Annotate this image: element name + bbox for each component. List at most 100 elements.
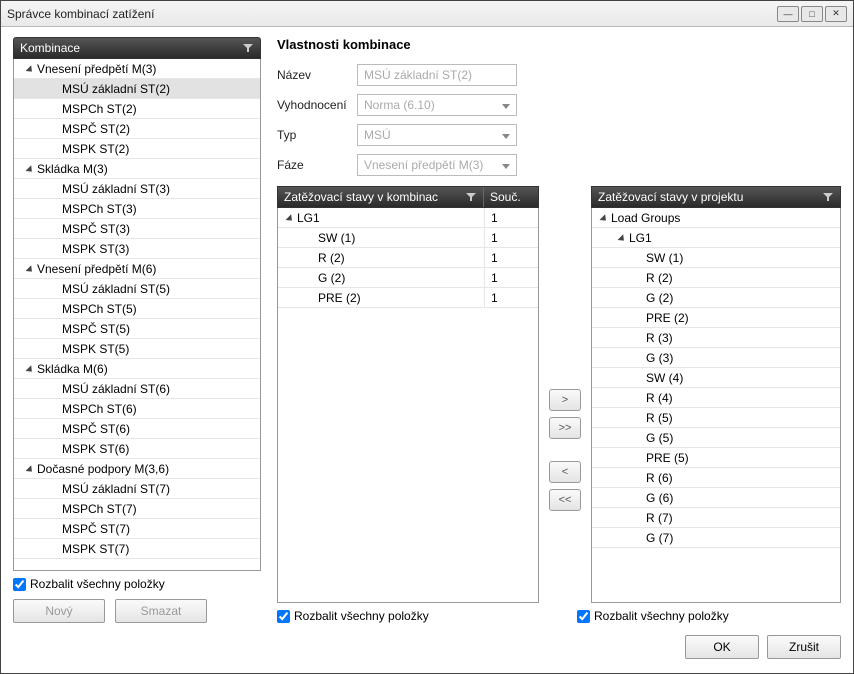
table-row[interactable]: G (2)1 [278,268,538,288]
move-right-all-button[interactable]: >> [549,417,581,439]
table-row[interactable]: R (5) [592,408,840,428]
combination-states-table[interactable]: LG11SW (1)1R (2)1G (2)1PRE (2)1 [277,208,539,603]
table-row[interactable]: R (3) [592,328,840,348]
table-row[interactable]: R (6) [592,468,840,488]
type-label: Typ [277,128,357,142]
filter-icon[interactable] [822,191,834,203]
expander-icon[interactable] [600,214,609,223]
tree-item[interactable]: MSÚ základní ST(7) [14,479,260,499]
name-input[interactable]: MSÚ základní ST(2) [357,64,517,86]
left-panel-buttons: Nový Smazat [13,599,261,623]
expand-all-checkbox-combo[interactable]: Rozbalit všechny položky [277,609,577,623]
tree-item[interactable]: MSÚ základní ST(6) [14,379,260,399]
filter-icon[interactable] [465,191,477,203]
combinations-tree[interactable]: Vnesení předpětí M(3) MSÚ základní ST(2) M… [13,59,261,571]
table-row[interactable]: SW (4) [592,368,840,388]
table-row[interactable]: LG11 [278,208,538,228]
move-left-all-button[interactable]: << [549,489,581,511]
expand-all-checkbox-project[interactable]: Rozbalit všechny položky [577,609,729,623]
project-states-table[interactable]: Load GroupsLG1SW (1)R (2)G (2)PRE (2)R (… [591,208,841,603]
tree-item[interactable]: MSPČ ST(3) [14,219,260,239]
tree-item[interactable]: Vnesení předpětí M(3) [14,59,260,79]
tree-item[interactable]: Vnesení předpětí M(6) [14,259,260,279]
evaluation-select[interactable]: Norma (6.10) [357,94,517,116]
tree-item[interactable]: Skládka M(6) [14,359,260,379]
name-label: Název [277,68,357,82]
tree-item[interactable]: MSÚ základní ST(5) [14,279,260,299]
expander-icon[interactable] [26,165,35,174]
coefficient-cell: 1 [484,228,538,247]
tree-item[interactable]: MSÚ základní ST(2) [14,79,260,99]
cancel-button[interactable]: Zrušit [767,635,841,659]
tree-item-label: MSÚ základní ST(5) [62,282,170,296]
table-row[interactable]: Load Groups [592,208,840,228]
tree-item[interactable]: MSPCh ST(7) [14,499,260,519]
tree-item[interactable]: MSPCh ST(3) [14,199,260,219]
tree-item-label: Vnesení předpětí M(6) [37,262,156,276]
tree-item[interactable]: Skládka M(3) [14,159,260,179]
table-row[interactable]: R (2)1 [278,248,538,268]
tree-item[interactable]: MSPK ST(5) [14,339,260,359]
delete-button[interactable]: Smazat [115,599,207,623]
ok-button[interactable]: OK [685,635,759,659]
table-row[interactable]: R (4) [592,388,840,408]
maximize-button[interactable]: □ [801,6,823,22]
expand-all-combo-input[interactable] [277,610,290,623]
tree-item[interactable]: MSPK ST(3) [14,239,260,259]
close-button[interactable]: ✕ [825,6,847,22]
expander-icon[interactable] [26,65,35,74]
table-row[interactable]: SW (1)1 [278,228,538,248]
expander-icon[interactable] [286,214,295,223]
move-right-button[interactable]: > [549,389,581,411]
table-row[interactable]: G (6) [592,488,840,508]
tree-item-label: MSPČ ST(5) [62,322,130,336]
phase-select[interactable]: Vnesení předpětí M(3) [357,154,517,176]
tree-item[interactable]: MSPCh ST(2) [14,99,260,119]
expander-icon[interactable] [26,465,35,474]
tree-item[interactable]: MSPČ ST(5) [14,319,260,339]
expander-icon[interactable] [618,234,627,243]
tree-item-label: MSPČ ST(3) [62,222,130,236]
tree-item-label: MSPČ ST(2) [62,122,130,136]
expand-all-row: Rozbalit všechny položky Rozbalit všechn… [277,603,841,623]
tree-item-label: MSPČ ST(6) [62,422,130,436]
expand-all-checkbox-left[interactable]: Rozbalit všechny položky [13,577,165,591]
table-row[interactable]: G (7) [592,528,840,548]
move-left-button[interactable]: < [549,461,581,483]
tree-item[interactable]: MSÚ základní ST(3) [14,179,260,199]
table-row[interactable]: SW (1) [592,248,840,268]
table-row[interactable]: PRE (5) [592,448,840,468]
table-row[interactable]: G (2) [592,288,840,308]
tree-item-label: Skládka M(6) [37,362,108,376]
tree-item[interactable]: Dočasné podpory M(3,6) [14,459,260,479]
expand-all-project-input[interactable] [577,610,590,623]
coefficient-cell: 1 [484,268,538,287]
table-row[interactable]: LG1 [592,228,840,248]
table-row[interactable]: G (5) [592,428,840,448]
tree-item[interactable]: MSPK ST(6) [14,439,260,459]
combination-states-header: Zatěžovací stavy v kombinac Souč. [277,186,539,208]
tree-item[interactable]: MSPCh ST(5) [14,299,260,319]
minimize-button[interactable]: — [777,6,799,22]
tree-item[interactable]: MSPK ST(7) [14,539,260,559]
tree-item[interactable]: MSPČ ST(2) [14,119,260,139]
table-row[interactable]: PRE (2) [592,308,840,328]
tree-item-label: MSÚ základní ST(2) [62,82,170,96]
expander-icon[interactable] [26,265,35,274]
state-name-cell: G (2) [592,291,840,305]
table-row[interactable]: G (3) [592,348,840,368]
tree-item[interactable]: MSPČ ST(7) [14,519,260,539]
tree-item-label: MSPCh ST(5) [62,302,137,316]
table-row[interactable]: R (7) [592,508,840,528]
tree-item[interactable]: MSPCh ST(6) [14,399,260,419]
new-button[interactable]: Nový [13,599,105,623]
tree-item[interactable]: MSPČ ST(6) [14,419,260,439]
tree-item[interactable]: MSPK ST(2) [14,139,260,159]
filter-icon[interactable] [242,42,254,54]
evaluation-row: Vyhodnocení Norma (6.10) [277,90,841,120]
type-select[interactable]: MSÚ [357,124,517,146]
table-row[interactable]: R (2) [592,268,840,288]
table-row[interactable]: PRE (2)1 [278,288,538,308]
expand-all-left-input[interactable] [13,578,26,591]
expander-icon[interactable] [26,365,35,374]
